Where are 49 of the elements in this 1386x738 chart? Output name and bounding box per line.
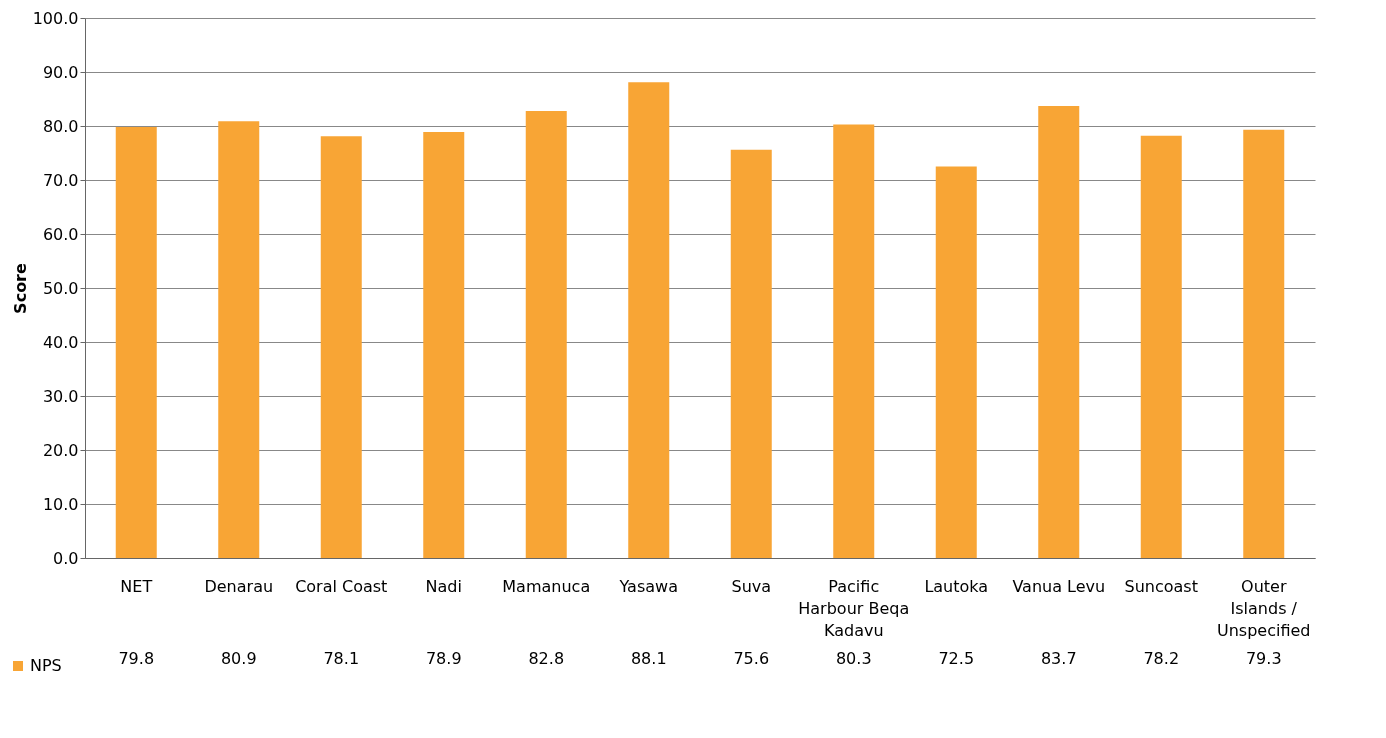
- x-tick-label: Outer Islands / Unspecified: [1216, 576, 1311, 640]
- x-tick-label: Yasawa: [618, 576, 678, 596]
- bar: [935, 166, 977, 558]
- x-tick-label: Suncoast: [1124, 576, 1198, 596]
- y-tick-label: 30.0: [42, 386, 79, 406]
- data-label: 88.1: [630, 649, 667, 668]
- y-tick-label: 60.0: [42, 224, 79, 244]
- data-label: 72.5: [938, 649, 975, 668]
- bar: [115, 127, 157, 558]
- x-tick-label: Vanua Levu: [1012, 576, 1106, 596]
- bar: [525, 110, 567, 558]
- y-tick-label: 40.0: [42, 332, 79, 352]
- data-label: 82.8: [528, 649, 565, 668]
- data-label: 80.3: [835, 649, 872, 668]
- bar: [1038, 106, 1080, 558]
- x-tick-label: NET: [120, 576, 153, 596]
- bar: [320, 136, 362, 558]
- x-tick-label: Coral Coast: [295, 576, 388, 596]
- y-tick-label: 50.0: [42, 278, 79, 298]
- x-tick-label: Suva: [731, 576, 772, 596]
- y-tick-label: 10.0: [42, 494, 79, 514]
- x-tick-label: Pacific Harbour Beqa Kadavu: [798, 576, 910, 640]
- bar: [628, 82, 670, 558]
- data-label: 75.6: [733, 649, 770, 668]
- data-label: 83.7: [1040, 649, 1077, 668]
- data-label: 80.9: [220, 649, 257, 668]
- data-label: 78.9: [425, 649, 462, 668]
- bar: [218, 121, 260, 558]
- y-tick-label: 0.0: [53, 548, 79, 568]
- bar: [1140, 135, 1182, 558]
- y-tick-label: 20.0: [42, 440, 79, 460]
- bar: [1243, 129, 1285, 558]
- data-label: 78.1: [323, 649, 360, 668]
- bar: [833, 124, 875, 558]
- y-tick-label: 70.0: [42, 170, 79, 190]
- x-tick-label: Mamanuca: [502, 576, 591, 596]
- y-axis-title: Score: [10, 262, 30, 314]
- data-label: 78.2: [1143, 649, 1180, 668]
- data-label: 79.3: [1245, 649, 1282, 668]
- y-tick-label: 80.0: [42, 116, 79, 136]
- y-tick-label: 100.0: [32, 8, 79, 28]
- bar: [730, 149, 772, 558]
- x-tick-label: Lautoka: [924, 576, 989, 596]
- x-tick-label: Nadi: [425, 576, 462, 596]
- legend-label: NPS: [30, 656, 62, 675]
- data-label: 79.8: [118, 649, 155, 668]
- y-tick-label: 90.0: [42, 62, 79, 82]
- x-tick-label: Denarau: [204, 576, 274, 596]
- bar: [423, 131, 465, 558]
